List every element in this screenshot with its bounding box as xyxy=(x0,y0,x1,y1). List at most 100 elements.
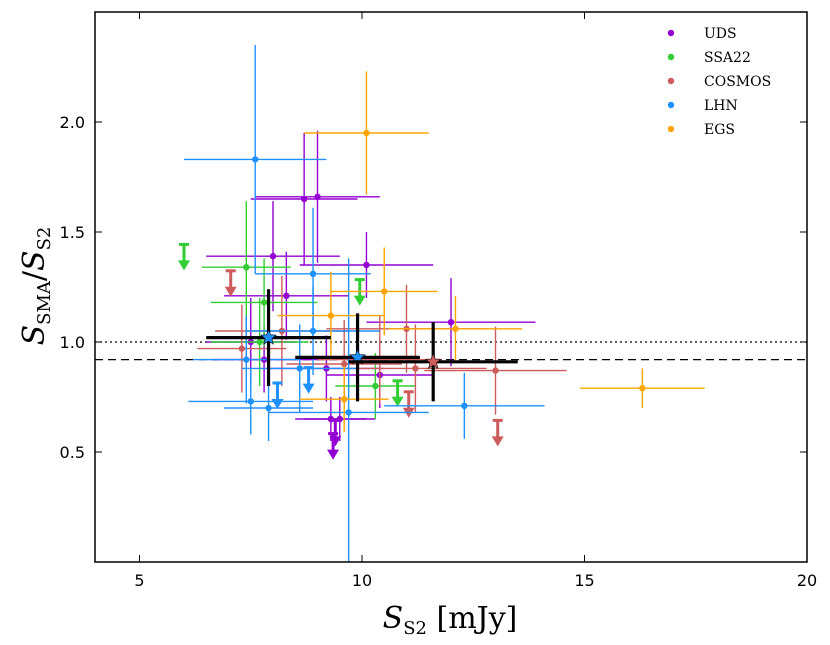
data-point xyxy=(210,258,318,347)
legend-marker xyxy=(667,125,675,133)
data-point xyxy=(206,201,340,312)
point-marker xyxy=(309,327,317,335)
data-point xyxy=(210,298,309,386)
series-lhn xyxy=(184,45,545,562)
upper-limit-arrow xyxy=(353,278,366,306)
data-point xyxy=(277,271,385,360)
average-point xyxy=(206,289,331,386)
upper-limit-arrowhead xyxy=(224,286,237,297)
axis-ticks: 5 10 15 20 0.5 1.0 1.5 2.0 xyxy=(60,12,817,590)
upper-limit-arrowhead xyxy=(329,436,342,447)
average-point xyxy=(295,313,420,402)
x-tick-label: 15 xyxy=(574,571,594,590)
upper-limit-arrow xyxy=(391,379,404,407)
data-point xyxy=(388,295,523,362)
data-point xyxy=(201,201,291,334)
legend-label: SSA22 xyxy=(704,50,751,66)
point-marker xyxy=(243,264,250,271)
upper-limit-arrow xyxy=(327,432,340,460)
data-point xyxy=(197,304,287,393)
point-marker xyxy=(447,319,455,326)
x-axis-label: SS2 [mJy] xyxy=(383,601,518,639)
data-point xyxy=(192,315,300,404)
data-point xyxy=(250,133,358,265)
data-point xyxy=(580,368,705,408)
upper-limit-arrowhead xyxy=(302,383,315,394)
data-point xyxy=(255,130,380,263)
point-marker xyxy=(296,365,303,372)
y-tick-label: 1.0 xyxy=(60,333,85,352)
point-marker xyxy=(247,398,254,405)
data-points-layer xyxy=(178,45,705,562)
data-point xyxy=(299,232,434,298)
legend-marker xyxy=(667,101,675,109)
average-points-layer xyxy=(206,289,518,402)
upper-limit-arrow xyxy=(402,390,415,418)
point-marker xyxy=(363,129,370,137)
data-point xyxy=(330,247,438,336)
point-marker xyxy=(243,356,250,363)
legend-item-ssa22: SSA22 xyxy=(667,50,751,66)
x-tick-label: 20 xyxy=(797,571,817,590)
average-point xyxy=(348,322,518,402)
point-marker xyxy=(345,409,352,416)
upper-limit-arrowhead xyxy=(353,295,366,306)
upper-limit-arrowhead xyxy=(391,396,404,407)
legend-label: EGS xyxy=(704,122,735,138)
point-marker xyxy=(256,338,263,346)
point-marker xyxy=(238,345,246,352)
plot-frame xyxy=(94,11,808,563)
y-tick-label: 1.5 xyxy=(60,223,85,242)
upper-limit-arrow xyxy=(302,366,315,394)
data-point xyxy=(304,71,429,195)
series-egs xyxy=(277,71,705,433)
point-marker xyxy=(381,288,388,295)
y-tick-label: 0.5 xyxy=(60,443,85,462)
legend-label: LHN xyxy=(704,98,738,114)
legend-item-lhn: LHN xyxy=(667,98,738,114)
legend-item-uds: UDS xyxy=(667,26,737,42)
data-point xyxy=(184,45,327,274)
upper-limit-arrow xyxy=(271,381,284,409)
x-tick-label: 5 xyxy=(134,571,144,590)
point-marker xyxy=(363,261,370,269)
data-point xyxy=(268,258,429,562)
point-marker xyxy=(265,404,272,412)
point-marker xyxy=(452,325,459,332)
point-marker xyxy=(252,156,259,163)
point-marker xyxy=(260,299,268,306)
average-star-marker xyxy=(424,352,442,369)
data-point xyxy=(224,251,349,340)
point-marker xyxy=(327,312,335,319)
data-point xyxy=(366,278,536,367)
point-marker xyxy=(283,292,290,299)
upper-limit-arrowhead xyxy=(178,260,190,271)
point-marker xyxy=(309,270,317,277)
point-marker xyxy=(412,365,419,372)
upper-limit-arrowhead xyxy=(491,436,504,447)
data-point xyxy=(384,372,545,439)
average-star-marker xyxy=(260,328,277,345)
point-marker xyxy=(269,253,277,260)
upper-limit-arrowhead xyxy=(327,449,340,460)
series-ssa22 xyxy=(178,201,416,419)
legend-item-egs: EGS xyxy=(667,122,735,138)
legend-marker xyxy=(667,77,675,85)
y-tick-label: 2.0 xyxy=(60,113,85,132)
upper-limit-arrow xyxy=(491,418,504,447)
upper-limit-arrowhead xyxy=(271,399,284,409)
point-marker xyxy=(492,367,499,374)
point-marker xyxy=(639,385,646,392)
data-point xyxy=(188,368,314,435)
point-marker xyxy=(341,396,348,403)
legend-item-cosmos: COSMOS xyxy=(667,74,771,90)
upper-limit-arrow xyxy=(178,242,190,271)
point-marker xyxy=(461,402,468,409)
data-point xyxy=(299,366,389,433)
point-marker xyxy=(372,382,379,390)
legend: UDS SSA22 COSMOS LHN EGS xyxy=(667,26,771,138)
legend-marker xyxy=(667,29,675,37)
point-marker xyxy=(314,193,321,200)
x-tick-label: 10 xyxy=(352,571,372,590)
